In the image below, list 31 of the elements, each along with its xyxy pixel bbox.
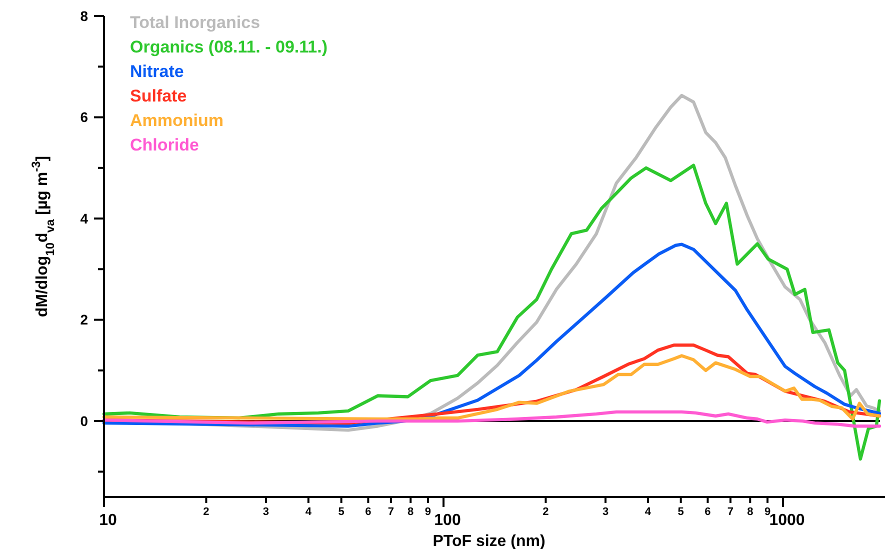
x-axis-title: PToF size (nm): [432, 533, 546, 549]
y-tick-label: 8: [80, 8, 88, 24]
text: 4: [644, 506, 652, 518]
text: 3: [602, 506, 609, 518]
text: Ammonium: [130, 111, 224, 130]
text: 4: [305, 506, 312, 518]
text: 6: [704, 506, 711, 518]
text: 3: [262, 506, 270, 518]
text: 5: [678, 506, 684, 518]
text: Nitrate: [130, 62, 184, 81]
y-tick-label: 4: [80, 210, 88, 226]
y-tick-label: 0: [80, 412, 88, 429]
x-tick-label: 1000: [769, 512, 805, 529]
x-tick-label: 10: [99, 512, 117, 529]
text: 2: [203, 506, 210, 518]
text: 6: [365, 506, 372, 518]
text: 2: [542, 506, 549, 518]
y-tick-label: 6: [80, 109, 88, 126]
text: 8: [747, 506, 754, 518]
text: 9: [424, 506, 432, 518]
text: 7: [388, 506, 394, 518]
y-tick-label: 2: [80, 312, 88, 328]
text: 5: [338, 506, 344, 518]
text: 9: [764, 506, 771, 518]
text: Total Inorganics: [130, 13, 260, 32]
text: Sulfate: [130, 86, 187, 106]
x-tick-label: 100: [434, 512, 461, 529]
text: Organics (08.11. - 09.11.): [130, 38, 328, 56]
text: Chloride: [130, 136, 199, 154]
text: 8: [408, 506, 414, 518]
text: 7: [727, 506, 734, 518]
